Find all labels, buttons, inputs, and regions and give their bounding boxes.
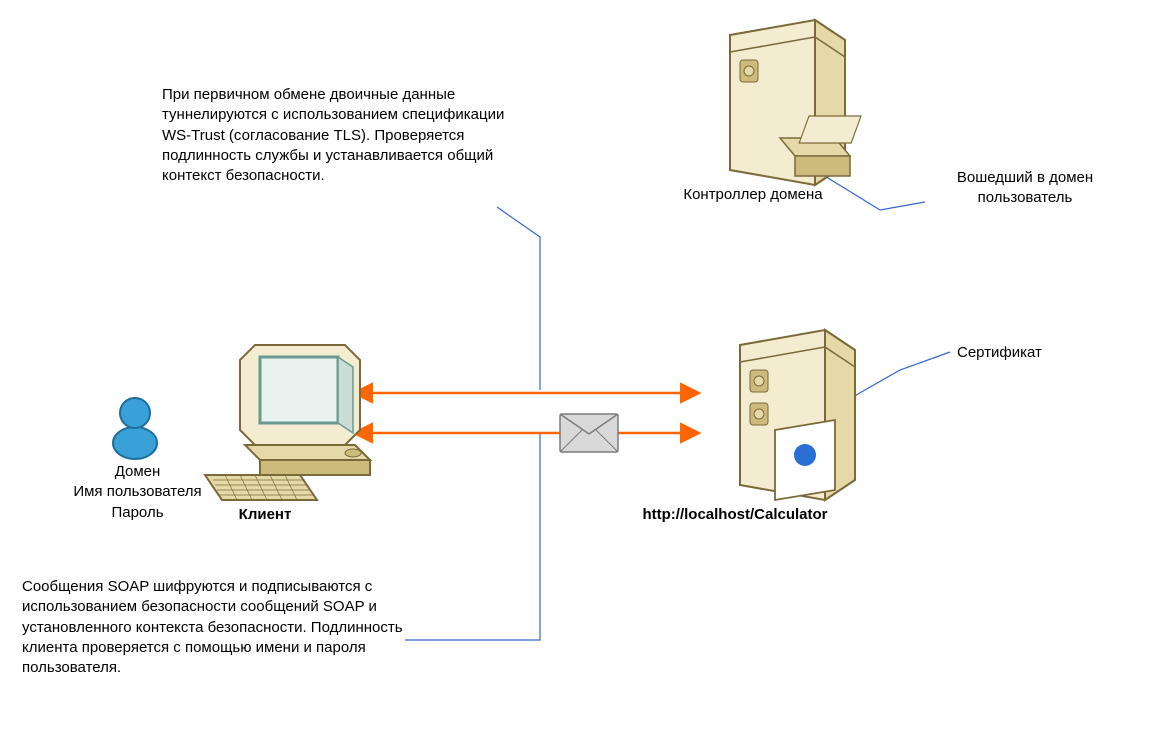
user-icon	[113, 398, 157, 459]
user-labels: Домен Имя пользователя Пароль	[55, 462, 220, 523]
connector-top	[497, 207, 540, 390]
certificate-label: Сертификат	[957, 343, 1117, 363]
user-line-domain: Домен	[55, 462, 220, 482]
diagram-stage: При первичном обмене двоичные данные тун…	[0, 0, 1159, 742]
user-line-password: Пароль	[55, 503, 220, 523]
client-computer-icon	[205, 345, 370, 500]
desc-top: При первичном обмене двоичные данные тун…	[162, 85, 520, 186]
dc-label: Контроллер домена	[668, 185, 838, 205]
service-label: http://localhost/Calculator	[600, 505, 870, 525]
domain-user-label: Вошедший в домен пользователь	[930, 168, 1120, 209]
desc-bottom: Сообщения SOAP шифруются и подписываются…	[22, 577, 404, 678]
envelope-icon	[560, 414, 618, 452]
domain-controller-icon	[730, 20, 861, 185]
certificate-icon	[775, 420, 835, 500]
service-server-icon	[740, 330, 855, 500]
client-label: Клиент	[205, 505, 325, 525]
connector-bottom	[405, 434, 540, 640]
connector-certificate	[830, 352, 950, 410]
user-line-username: Имя пользователя	[55, 482, 220, 502]
